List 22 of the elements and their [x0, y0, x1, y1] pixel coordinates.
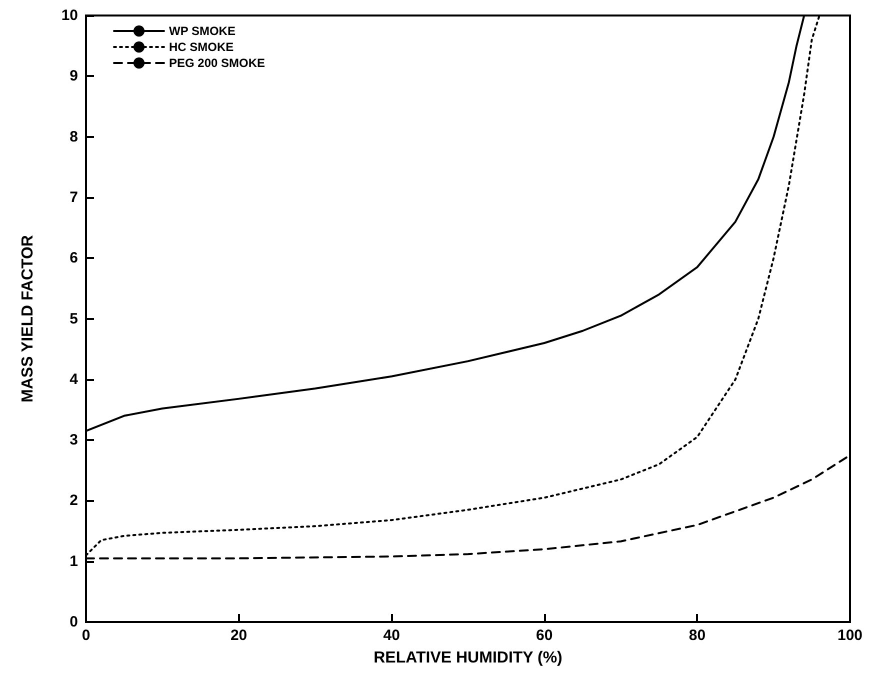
y-tick-label: 7	[70, 188, 78, 206]
y-axis-title: MASS YIELD FACTOR	[20, 234, 36, 402]
legend-label: WP SMOKE	[169, 24, 236, 38]
y-tick-label: 5	[70, 310, 78, 328]
y-tick-label: 4	[70, 370, 79, 388]
y-tick-label: 9	[70, 68, 78, 85]
x-axis-title: RELATIVE HUMIDITY (%)	[374, 650, 562, 666]
y-tick-label: 8	[70, 128, 78, 146]
y-tick-label: 1	[70, 552, 78, 570]
x-tick-label: 0	[82, 627, 90, 644]
legend-label: HC SMOKE	[169, 40, 234, 54]
x-tick-label: 80	[688, 627, 706, 644]
x-tick-label: 100	[837, 627, 863, 644]
x-tick-label: 20	[230, 627, 248, 644]
x-tick-label: 60	[536, 627, 553, 644]
y-tick-label: 6	[70, 250, 78, 267]
legend-label: PEG 200 SMOKE	[169, 56, 266, 70]
y-tick-label: 10	[61, 7, 78, 24]
y-tick-label: 0	[70, 614, 78, 630]
x-tick-label: 40	[383, 627, 400, 644]
y-tick-label: 2	[70, 492, 78, 510]
y-tick-label: 3	[70, 432, 78, 449]
